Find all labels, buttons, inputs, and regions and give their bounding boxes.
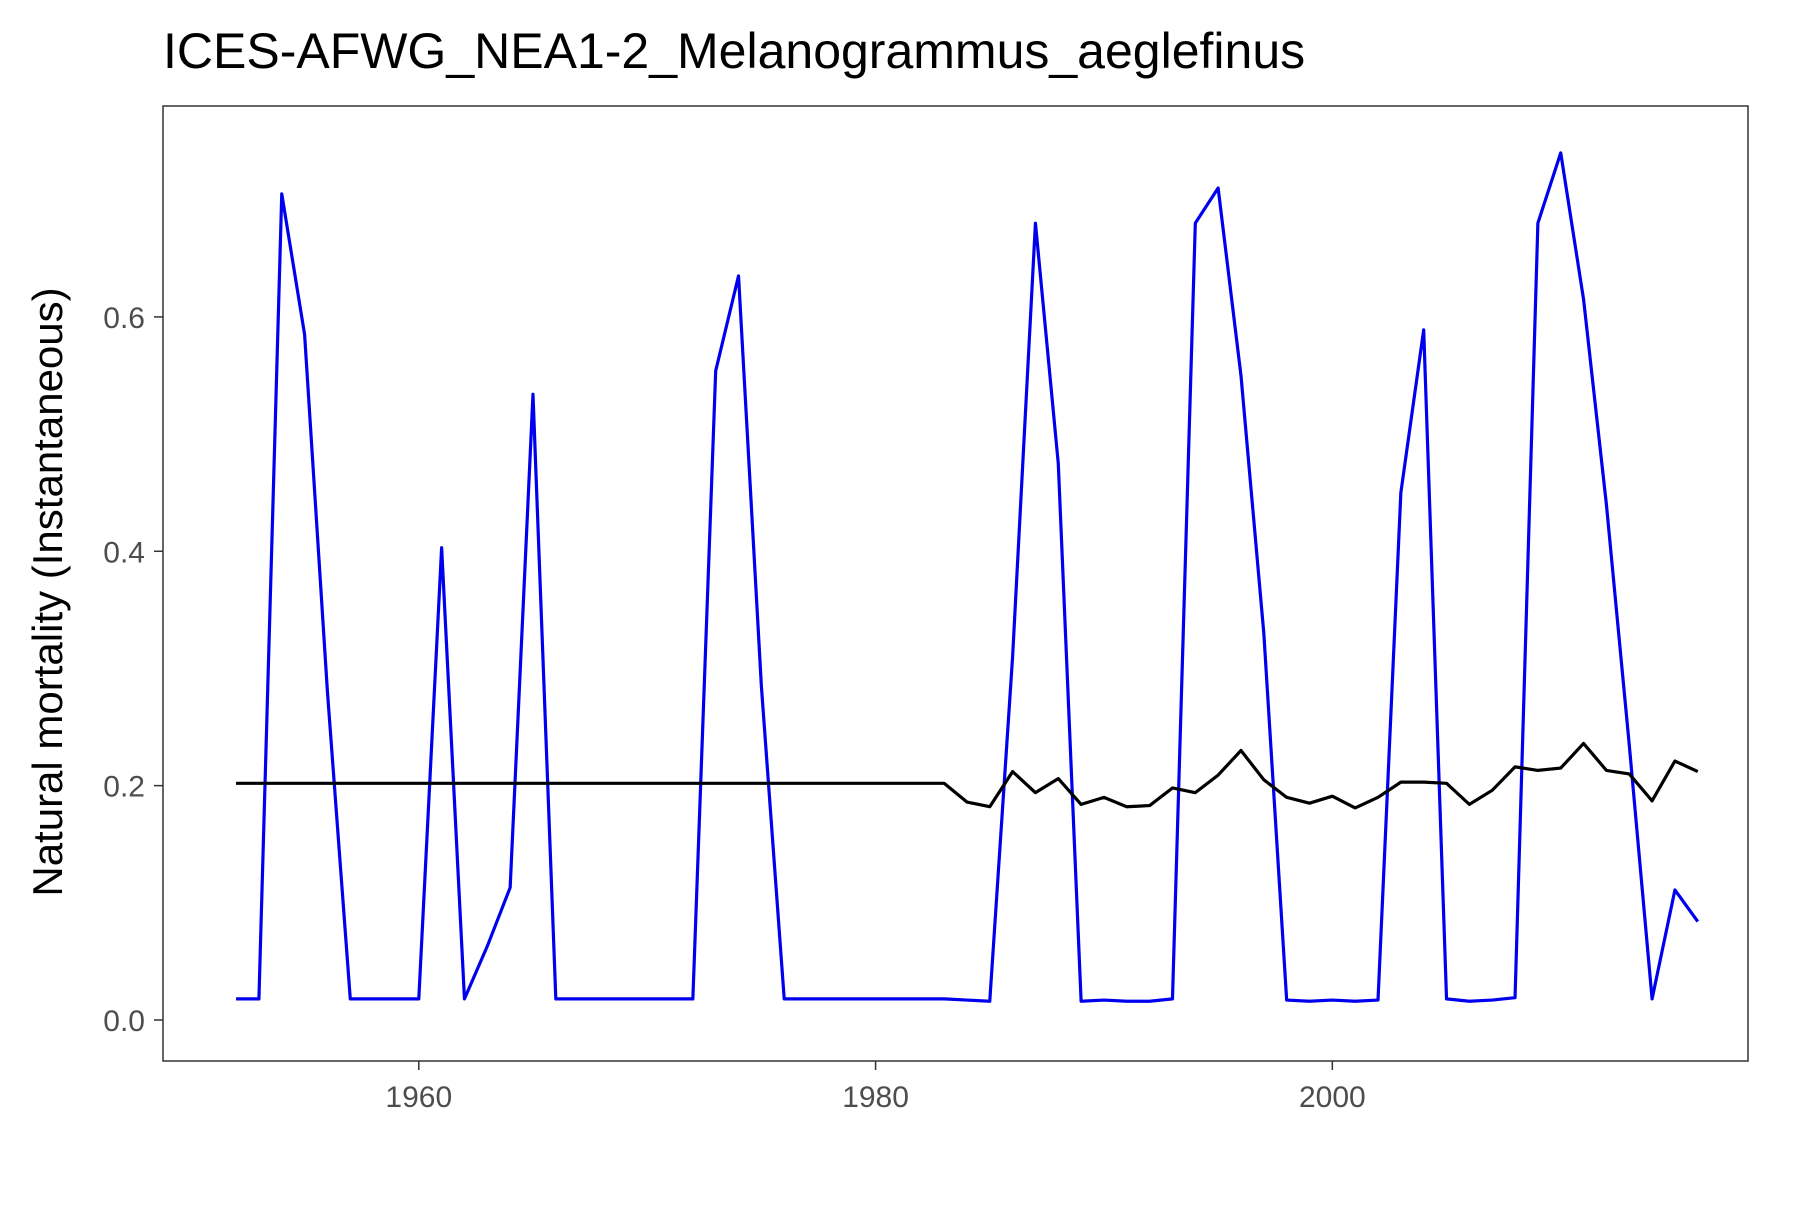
y-axis-label: Natural mortality (Instantaneous) <box>24 287 71 896</box>
x-axis: 1960 1980 2000 <box>385 1061 1366 1114</box>
y-axis: 0.0 0.2 0.4 0.6 <box>103 302 163 1038</box>
x-tick-label: 1980 <box>842 1081 909 1114</box>
chart-title: ICES-AFWG_NEA1-2_Melanogrammus_aeglefinu… <box>163 23 1305 79</box>
series-line-2 <box>236 741 1699 810</box>
y-tick-label: 0.0 <box>103 1005 145 1038</box>
y-tick-label: 0.6 <box>103 302 145 335</box>
x-tick-label: 2000 <box>1299 1081 1366 1114</box>
x-tick-label: 1960 <box>385 1081 452 1114</box>
y-tick-label: 0.4 <box>103 536 145 569</box>
series-line-1 <box>236 151 1700 1003</box>
series-group <box>236 151 1700 1003</box>
plot-panel <box>162 105 1749 1062</box>
y-tick-label: 0.2 <box>103 771 145 804</box>
